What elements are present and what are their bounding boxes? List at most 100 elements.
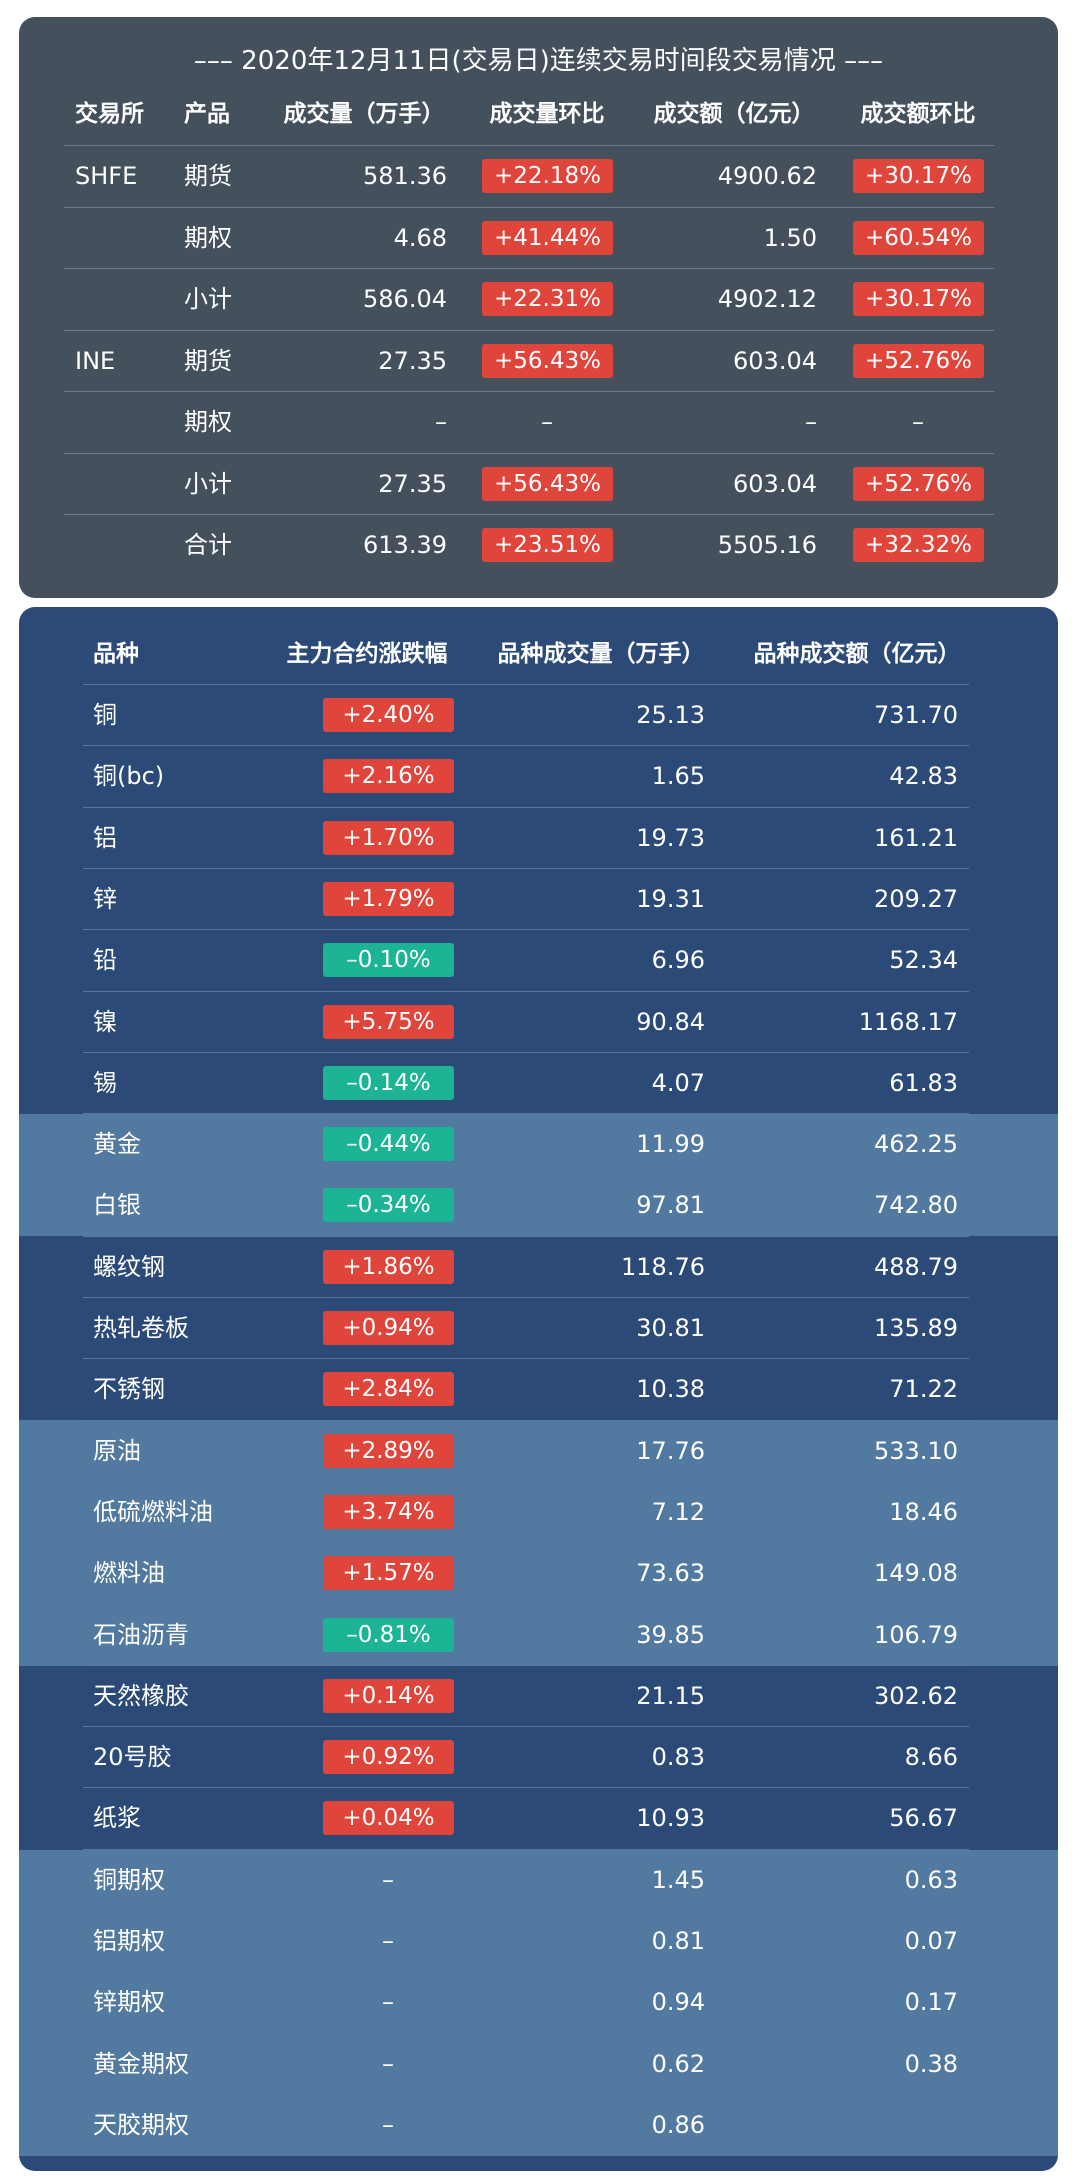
cell: 铜(bc) xyxy=(93,762,165,791)
cell: 石油沥青 xyxy=(93,1620,189,1649)
cell: 0.38 xyxy=(904,2049,958,2078)
cell: 镍 xyxy=(93,1007,117,1036)
cell: 18.46 xyxy=(889,1497,958,1526)
cell: – xyxy=(382,2110,394,2139)
change-badge: +1.57% xyxy=(323,1556,454,1591)
cell: 白银 xyxy=(93,1191,141,1220)
row-divider xyxy=(83,2093,969,2095)
cell: 462.25 xyxy=(874,1130,958,1159)
row-band xyxy=(19,2094,1058,2156)
cell: 73.63 xyxy=(636,1559,705,1588)
row-band xyxy=(19,1175,1058,1237)
cell: 71.22 xyxy=(889,1375,958,1404)
cell: 19.31 xyxy=(636,884,705,913)
row-divider xyxy=(83,1603,969,1605)
cell: 7.12 xyxy=(651,1497,705,1526)
cell: 期货 xyxy=(184,162,232,190)
cell: 149.08 xyxy=(874,1559,958,1588)
cell: 27.35 xyxy=(378,346,447,375)
cell: 1.65 xyxy=(651,762,705,791)
cell: 603.04 xyxy=(733,346,817,375)
cell: INE xyxy=(75,346,116,375)
cell: 0.17 xyxy=(904,1988,958,2017)
cell: 30.81 xyxy=(636,1314,705,1342)
row-band xyxy=(19,1113,1058,1176)
cell: 锌 xyxy=(93,884,117,913)
row-divider xyxy=(64,329,994,331)
header-cell: 成交额环比 xyxy=(860,101,976,127)
change-badge: +22.31% xyxy=(482,282,613,316)
title: ––– 2020年12月11日(交易日)连续交易时间段交易情况 ––– xyxy=(193,46,884,76)
change-badge: +0.14% xyxy=(323,1678,454,1713)
row-divider xyxy=(64,514,994,515)
change-badge: +30.17% xyxy=(853,282,984,316)
row-divider xyxy=(83,1113,969,1115)
row-divider xyxy=(83,1910,969,1911)
row-divider xyxy=(83,1971,969,1973)
cell: – xyxy=(382,2049,394,2078)
change-badge: +41.44% xyxy=(482,220,613,255)
row-band xyxy=(19,1481,1058,1543)
change-badge: +56.43% xyxy=(482,466,613,501)
cell: 4.07 xyxy=(651,1068,705,1097)
summary-panel: ––– 2020年12月11日(交易日)连续交易时间段交易情况 ––– 交易所 产… xyxy=(19,17,1058,598)
cell: 4900.62 xyxy=(717,162,817,190)
cell: 61.83 xyxy=(889,1068,958,1097)
row-band xyxy=(19,1420,1058,1482)
row-divider xyxy=(83,867,969,869)
row-divider xyxy=(83,806,969,808)
change-badge: +2.40% xyxy=(323,698,454,732)
change-badge: +2.84% xyxy=(323,1372,454,1407)
header-cell: 交易所 xyxy=(75,101,144,127)
cell: 135.89 xyxy=(874,1314,958,1342)
cell: 17.76 xyxy=(636,1436,705,1465)
cell: 11.99 xyxy=(636,1130,705,1159)
row-divider xyxy=(64,206,994,208)
change-badge: +30.17% xyxy=(853,159,984,193)
change-badge: +52.76% xyxy=(853,343,984,378)
change-badge: +0.92% xyxy=(323,1740,454,1775)
header-cell: 品种成交额（亿元） xyxy=(753,641,961,667)
cell: – xyxy=(382,1927,394,1955)
change-badge: +2.89% xyxy=(323,1433,454,1468)
change-badge: –0.10% xyxy=(323,943,454,978)
row-divider xyxy=(83,745,969,747)
cell: 25.13 xyxy=(636,701,705,729)
cell: 6.96 xyxy=(651,946,705,975)
row-divider xyxy=(83,1480,969,1482)
cell: 铝 xyxy=(93,823,117,852)
row-divider xyxy=(83,1051,969,1053)
varieties-panel: 品种 主力合约涨跌幅 品种成交量（万手） 品种成交额（亿元） 铜 +2.40% 25.13 7… xyxy=(19,607,1058,2171)
row-band xyxy=(19,1910,1058,1973)
cell: 39.85 xyxy=(636,1620,705,1649)
cell: 天胶期权 xyxy=(93,2110,189,2139)
row-divider xyxy=(83,1419,969,1421)
cell: 0.62 xyxy=(651,2049,705,2078)
row-divider xyxy=(83,1297,969,1298)
row-divider xyxy=(64,268,994,269)
cell: 不锈钢 xyxy=(93,1375,165,1404)
change-badge: +1.86% xyxy=(323,1249,454,1284)
cell: 302.62 xyxy=(874,1681,958,1710)
row-divider xyxy=(83,1235,969,1237)
cell: 0.07 xyxy=(904,1927,958,1955)
cell: 期权 xyxy=(184,223,232,252)
change-badge: +0.04% xyxy=(323,1801,454,1836)
cell: 0.83 xyxy=(651,1743,705,1772)
row-divider xyxy=(83,1174,969,1176)
header-cell: 品种成交量（万手） xyxy=(497,641,705,667)
row-divider xyxy=(64,145,994,146)
cell: 铜期权 xyxy=(93,1865,165,1894)
cell: 42.83 xyxy=(889,762,958,791)
cell: 黄金 xyxy=(93,1130,141,1159)
cell: 5505.16 xyxy=(717,531,817,559)
row-band xyxy=(19,1849,1058,1911)
cell: 106.79 xyxy=(874,1620,958,1649)
cell: 20号胶 xyxy=(93,1743,172,1772)
change-badge: +3.74% xyxy=(323,1494,454,1529)
cell: 118.76 xyxy=(621,1252,705,1281)
cell: 低硫燃料油 xyxy=(93,1497,213,1526)
cell: 0.63 xyxy=(904,1865,958,1894)
cell: 0.81 xyxy=(651,1927,705,1955)
